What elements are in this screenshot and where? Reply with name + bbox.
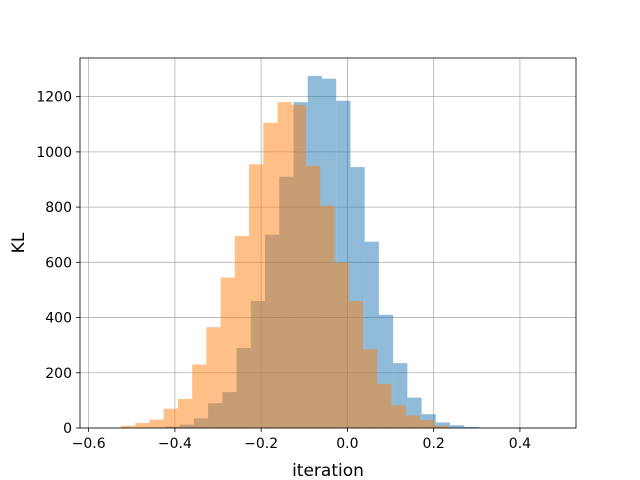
y-tick-label: 200	[45, 366, 72, 382]
histogram-bar	[435, 422, 451, 428]
histogram-bar	[419, 420, 435, 428]
x-tick-label: −0.2	[244, 436, 278, 452]
histogram-bar	[405, 415, 420, 428]
x-tick-label: −0.6	[72, 436, 106, 452]
axes-frame	[79, 57, 577, 429]
histogram-bar	[464, 426, 479, 428]
axis-ticks: −0.6 −0.4 −0.2 0.0 0.2 0.4 0 200 400 600 800 1000 12…	[36, 90, 531, 452]
y-tick-label: 800	[45, 200, 72, 216]
histogram-bar	[263, 122, 278, 428]
histogram-bar	[249, 164, 264, 428]
histogram-bar	[206, 327, 221, 428]
y-tick-label: 1200	[36, 90, 72, 106]
series-1-bars	[120, 102, 449, 428]
histogram-bar	[320, 205, 335, 428]
histogram-bar	[220, 277, 235, 428]
x-axis-label: iteration	[292, 461, 364, 480]
histogram-bar	[334, 262, 349, 428]
histogram-bar	[177, 399, 193, 428]
histogram-bars	[120, 75, 493, 429]
histogram-bar	[391, 405, 406, 428]
histogram-bar	[192, 364, 207, 428]
histogram-bar	[450, 425, 465, 428]
histogram-bar	[234, 236, 250, 428]
histogram-bar	[135, 423, 150, 428]
y-tick-label: 1000	[36, 145, 72, 161]
x-tick-label: 0.2	[423, 436, 445, 452]
histogram-bar	[163, 408, 178, 428]
histogram-bar	[277, 102, 292, 428]
histogram-bar	[348, 300, 363, 428]
x-tick-label: 0.4	[509, 436, 531, 452]
y-axis-label: KL	[9, 232, 29, 253]
histogram-bar	[120, 425, 136, 428]
histogram-bar	[377, 383, 392, 428]
y-tick-label: 400	[45, 311, 72, 327]
y-tick-label: 0	[63, 421, 72, 437]
histogram-bar	[362, 349, 378, 428]
histogram-bar	[306, 165, 321, 428]
histogram-bar	[149, 419, 164, 428]
x-tick-label: −0.4	[158, 436, 192, 452]
histogram-bar	[291, 104, 307, 428]
y-tick-label: 600	[45, 255, 72, 271]
histogram-bar	[434, 425, 449, 428]
x-tick-label: 0.0	[336, 436, 358, 452]
